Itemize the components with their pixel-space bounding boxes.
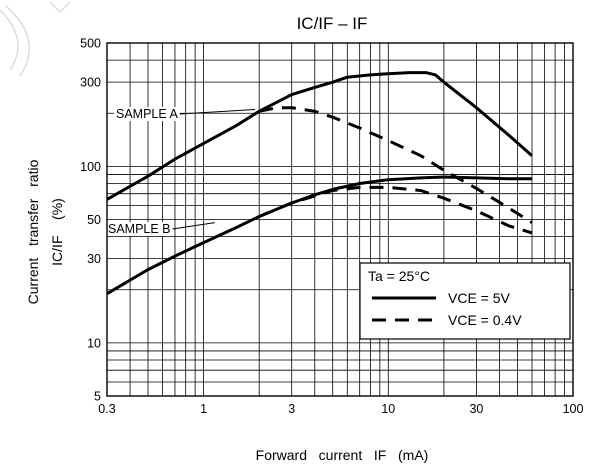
- x-tick-label: 30: [469, 402, 483, 416]
- x-tick-label: 1: [200, 402, 207, 416]
- y-tick-label: 5: [94, 390, 101, 404]
- annotation-layer: SAMPLE A SAMPLE B: [106, 107, 256, 236]
- y-tick-label: 500: [80, 37, 101, 51]
- chart-title: IC/IF – IF: [297, 14, 368, 33]
- series-layer: [106, 71, 533, 295]
- x-tick-label: 100: [563, 402, 584, 416]
- annotation-label: SAMPLE B: [108, 222, 171, 236]
- plot-frame: [106, 42, 574, 397]
- legend-entry-label: VCE = 0.4V: [448, 312, 522, 328]
- annotation-leader-line: [179, 108, 256, 115]
- y-axis-ticks: 5 10 30 50 100 300 500: [80, 37, 101, 404]
- y-tick-label: 300: [80, 76, 101, 90]
- legend: Ta = 25°C VCE = 5V VCE = 0.4V: [359, 262, 571, 340]
- legend-header: Ta = 25°C: [368, 268, 430, 284]
- y-tick-label: 10: [87, 336, 101, 350]
- grid-lines: [107, 43, 573, 396]
- y-tick-label: 30: [87, 252, 101, 266]
- y-tick-label: 100: [80, 160, 101, 174]
- x-axis-ticks: 0.3 1 3 10 30 100: [98, 402, 583, 416]
- annotation-leader-line: [172, 222, 215, 230]
- watermark-logo: [0, 1, 71, 77]
- x-axis-label: Forward current IF (mA): [256, 447, 429, 463]
- y-axis-label-line1: Current transfer ratio: [25, 159, 41, 304]
- legend-box: [359, 262, 571, 340]
- plot-border: [106, 42, 574, 397]
- annotation-label-bg: [106, 222, 173, 236]
- x-tick-label: 10: [381, 402, 395, 416]
- y-tick-label: 50: [87, 213, 101, 227]
- x-tick-label: 0.3: [98, 402, 115, 416]
- x-tick-label: 3: [288, 402, 295, 416]
- annotation-label: SAMPLE A: [116, 107, 178, 121]
- series-line-sample-b-vce-0-4v: [258, 185, 533, 235]
- y-axis-label-line2: IC/IF (%): [49, 198, 65, 266]
- annotation-label-bg: [114, 107, 180, 121]
- series-line-sample-a-vce-0-4v: [258, 106, 533, 224]
- series-line-sample-a-vce-5v: [106, 71, 533, 201]
- legend-entry-label: VCE = 5V: [448, 290, 511, 306]
